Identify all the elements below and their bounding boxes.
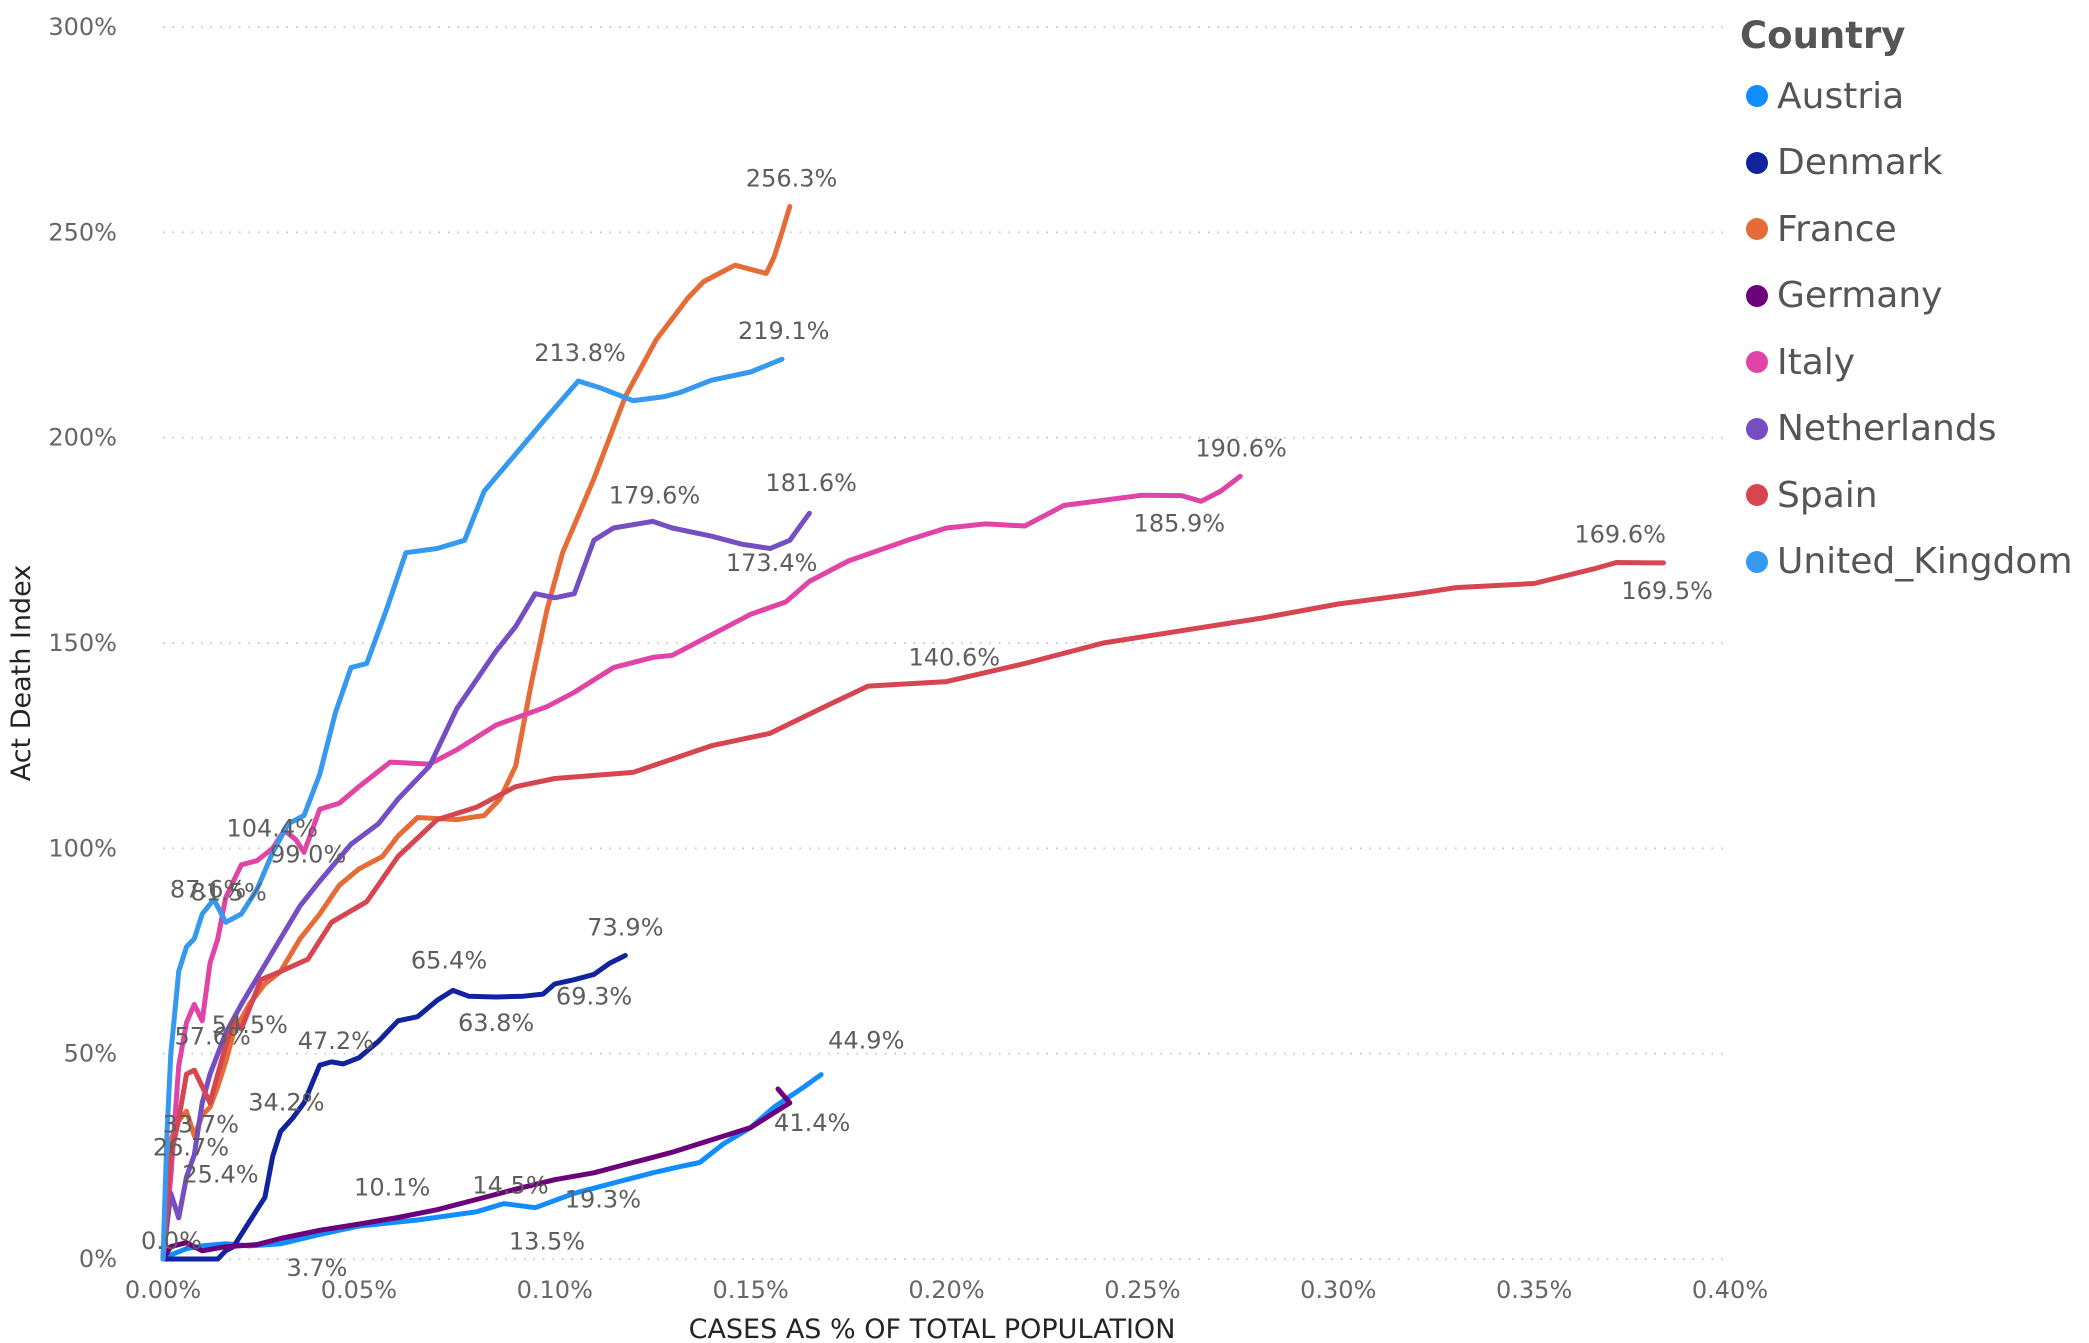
data-label: 256.3%	[746, 164, 838, 192]
x-axis-title: CASES AS % OF TOTAL POPULATION	[689, 1314, 1176, 1343]
x-tick-label: 0.00%	[125, 1276, 201, 1304]
legend-item-united-kingdom[interactable]: United_Kingdom	[1740, 529, 2085, 596]
data-label: 81.5%	[191, 878, 267, 906]
legend-item-spain[interactable]: Spain	[1740, 462, 2085, 529]
series-line-united-kingdom	[160, 356, 785, 1262]
data-label: 190.6%	[1195, 434, 1287, 462]
data-label: 213.8%	[534, 339, 626, 367]
data-labels: 3.7% 13.5% 44.9% 34.2% 47.2% 65.4% 63.8% 69.3% 7…	[141, 164, 1713, 1281]
legend-label: Germany	[1777, 275, 1943, 317]
series-lines	[160, 204, 1666, 1262]
data-label: 63.8%	[458, 1009, 534, 1037]
legend-label: Denmark	[1777, 142, 1943, 184]
legend: Country Austria Denmark France Germany Italy…	[1740, 14, 2085, 595]
series-line-germany	[160, 1086, 793, 1262]
data-label: 69.3%	[556, 982, 632, 1010]
legend-marker	[1746, 484, 1768, 507]
x-tick-label: 0.30%	[1300, 1276, 1376, 1304]
legend-item-italy[interactable]: Italy	[1740, 329, 2085, 396]
data-label: 219.1%	[738, 317, 830, 345]
x-tick-label: 0.40%	[1692, 1276, 1768, 1304]
legend-marker	[1746, 85, 1768, 108]
y-axis-title: Act Death Index	[6, 565, 37, 782]
y-tick-label: 200%	[48, 424, 117, 452]
y-tick-label: 250%	[48, 218, 117, 246]
legend-title: Country	[1740, 14, 1906, 57]
y-tick-label: 150%	[48, 629, 117, 657]
y-tick-label: 300%	[48, 13, 117, 41]
legend-item-austria[interactable]: Austria	[1740, 63, 2085, 130]
legend-marker	[1746, 550, 1768, 573]
data-label: 26.7%	[153, 1133, 229, 1161]
data-label: 173.4%	[726, 549, 818, 577]
x-tick-label: 0.15%	[713, 1276, 789, 1304]
x-tick-label: 0.35%	[1496, 1276, 1572, 1304]
legend-marker	[1746, 417, 1768, 440]
data-label: 181.6%	[765, 469, 857, 497]
series-line-spain	[160, 560, 1666, 1262]
data-label: 73.9%	[587, 914, 663, 942]
data-label: 99.0%	[270, 840, 346, 868]
data-label: 104.4%	[226, 814, 318, 842]
series-line-italy	[160, 473, 1243, 1262]
legend-item-netherlands[interactable]: Netherlands	[1740, 396, 2085, 463]
data-label: 179.6%	[609, 481, 701, 509]
legend-marker	[1746, 218, 1768, 241]
y-axis-ticks: 0% 50% 100% 150% 200% 250% 300%	[48, 13, 117, 1273]
data-label: 10.1%	[354, 1174, 430, 1202]
data-label: 47.2%	[298, 1027, 374, 1055]
x-axis-ticks: 0.00% 0.05% 0.10% 0.15% 0.20% 0.25% 0.30% 0.35%…	[125, 1276, 1768, 1304]
data-label: 3.7%	[287, 1254, 348, 1282]
data-label: 19.3%	[565, 1186, 641, 1214]
data-label: 140.6%	[909, 644, 1001, 672]
y-tick-label: 0%	[79, 1245, 117, 1273]
series-line-austria	[160, 1072, 824, 1262]
data-label: 41.4%	[774, 1109, 850, 1137]
y-tick-label: 50%	[64, 1040, 117, 1068]
x-tick-label: 0.20%	[908, 1276, 984, 1304]
data-label: 25.4%	[182, 1161, 258, 1189]
legend-item-france[interactable]: France	[1740, 196, 2085, 263]
data-label: 54.5%	[212, 1011, 288, 1039]
x-tick-label: 0.05%	[321, 1276, 397, 1304]
data-label: 44.9%	[828, 1027, 904, 1055]
data-label: 87.6%	[170, 875, 246, 903]
legend-label: Netherlands	[1777, 408, 1997, 450]
legend-items: Austria Denmark France Germany Italy Netherla…	[1740, 63, 2085, 595]
legend-marker	[1746, 351, 1768, 374]
legend-label: Italy	[1777, 341, 1856, 383]
data-label: 14.5%	[472, 1171, 548, 1199]
legend-label: Spain	[1777, 474, 1878, 516]
legend-item-germany[interactable]: Germany	[1740, 263, 2085, 330]
data-label: 169.6%	[1574, 521, 1666, 549]
data-label: 185.9%	[1134, 510, 1226, 538]
y-tick-label: 100%	[48, 834, 117, 862]
data-label: 169.5%	[1621, 577, 1713, 605]
series-line-france	[160, 204, 793, 1262]
data-label: 13.5%	[509, 1228, 585, 1256]
x-tick-label: 0.10%	[517, 1276, 593, 1304]
legend-label: Austria	[1777, 75, 1905, 117]
data-label: 0.0%	[141, 1227, 202, 1255]
legend-label: United_Kingdom	[1777, 541, 2073, 583]
data-label: 33.7%	[163, 1111, 239, 1139]
legend-marker	[1746, 284, 1768, 307]
legend-item-denmark[interactable]: Denmark	[1740, 130, 2085, 197]
x-tick-label: 0.25%	[1104, 1276, 1180, 1304]
data-label: 65.4%	[411, 946, 487, 974]
legend-marker	[1746, 151, 1768, 174]
data-label: 57.6%	[175, 1022, 251, 1050]
legend-label: France	[1777, 208, 1897, 250]
data-label: 34.2%	[248, 1089, 324, 1117]
